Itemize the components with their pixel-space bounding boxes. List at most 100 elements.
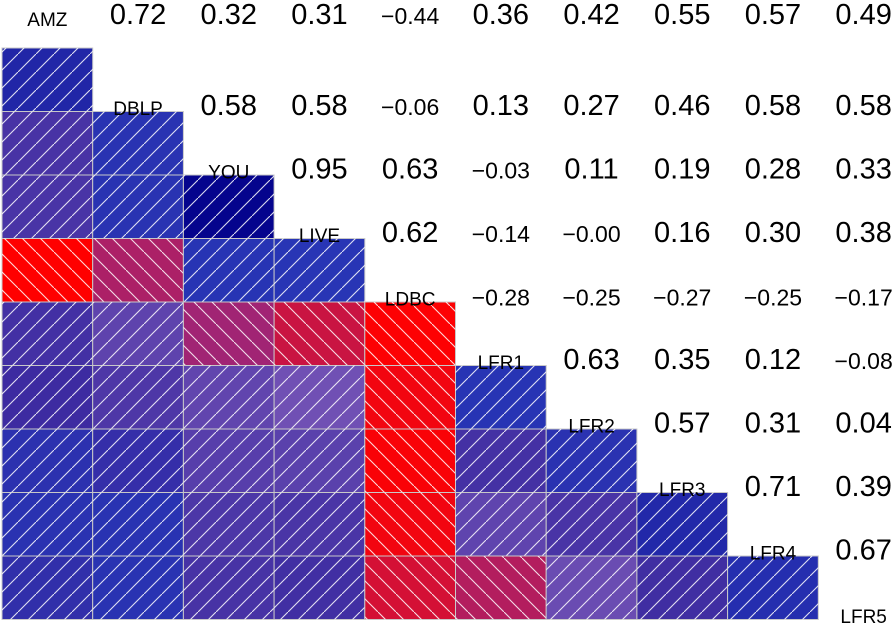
- value-label-AMZ-YOU: 0.32: [201, 0, 257, 31]
- heatmap-cell-hatch: [364, 556, 456, 620]
- value-label-LDBC-LFR3: −0.27: [653, 284, 711, 310]
- heatmap-cell-LFR3-YOU: [182, 428, 275, 493]
- heatmap-cell-LFR1-LDBC: [364, 301, 456, 366]
- heatmap-cell-LDBC-AMZ: [1, 238, 94, 303]
- value-label-YOU-LFR2: 0.11: [564, 153, 618, 185]
- heatmap-cell-hatch: [274, 492, 365, 556]
- heatmap-cell-LFR5-AMZ: [1, 555, 94, 620]
- heatmap-cell-LFR5-LFR3: [636, 555, 729, 620]
- variable-label-DBLP: DBLP: [113, 99, 163, 120]
- heatmap-cell-LFR3-AMZ: [1, 428, 94, 493]
- heatmap-cell-LFR3-LIVE: [273, 428, 366, 493]
- heatmap-cell-hatch: [92, 302, 184, 366]
- value-label-AMZ-LFR5: 0.49: [835, 0, 891, 31]
- heatmap-cell-hatch: [2, 175, 93, 239]
- variable-label-AMZ: AMZ: [27, 10, 68, 31]
- value-label-AMZ-LFR4: 0.57: [745, 0, 801, 31]
- heatmap-cell-LFR3-LFR2: [545, 428, 638, 493]
- heatmap-cell-hatch: [364, 492, 456, 556]
- value-label-DBLP-LFR3: 0.46: [654, 90, 710, 122]
- heatmap-tiles: [1, 47, 819, 620]
- heatmap-cell-LFR5-LDBC: [364, 555, 456, 620]
- heatmap-cell-LFR1-DBLP: [92, 301, 184, 366]
- heatmap-cell-LFR2-LFR1: [455, 365, 547, 430]
- heatmap-cell-hatch: [274, 302, 365, 366]
- heatmap-cell-hatch: [2, 238, 93, 302]
- value-label-YOU-LIVE: 0.95: [291, 153, 347, 185]
- value-label-LIVE-LFR1: −0.14: [472, 221, 530, 247]
- heatmap-cell-hatch: [2, 365, 93, 429]
- value-label-DBLP-LFR1: 0.13: [473, 90, 529, 122]
- heatmap-cell-LIVE-DBLP: [92, 174, 184, 239]
- heatmap-labels: AMZ 0.72 0.32 0.31 −0.44 0.36 0.42 0.55 0.57 0.49…: [27, 0, 892, 628]
- heatmap-cell-hatch: [183, 365, 275, 429]
- value-label-AMZ-DBLP: 0.72: [110, 0, 166, 31]
- heatmap-cell-LFR4-AMZ: [1, 492, 94, 557]
- heatmap-cell-LFR5-LFR1: [455, 555, 547, 620]
- variable-label-LFR5: LFR5: [840, 607, 886, 628]
- heatmap-cell-hatch: [2, 48, 93, 112]
- heatmap-cell-hatch: [2, 492, 93, 556]
- heatmap-cell-LDBC-YOU: [182, 238, 275, 303]
- variable-label-LFR3: LFR3: [659, 480, 705, 501]
- heatmap-cell-hatch: [92, 492, 184, 556]
- heatmap-cell-hatch: [364, 429, 456, 493]
- heatmap-cell-LFR5-LFR2: [545, 555, 638, 620]
- value-label-LIVE-LFR2: −0.00: [562, 221, 620, 247]
- value-label-YOU-LFR3: 0.19: [654, 153, 710, 185]
- heatmap-cell-LFR4-LFR3: [636, 492, 729, 557]
- heatmap-cell-hatch: [2, 556, 93, 620]
- heatmap-cell-LFR5-DBLP: [92, 555, 184, 620]
- heatmap-cell-LFR2-LDBC: [364, 365, 456, 430]
- variable-label-LFR4: LFR4: [750, 543, 797, 564]
- heatmap-cell-hatch: [92, 175, 184, 239]
- value-label-LIVE-LFR3: 0.16: [654, 217, 710, 249]
- heatmap-cell-hatch: [183, 175, 275, 239]
- heatmap-cell-hatch: [274, 238, 365, 302]
- heatmap-cell-hatch: [2, 111, 93, 175]
- value-label-DBLP-LIVE: 0.58: [291, 90, 347, 122]
- heatmap-cell-hatch: [636, 556, 728, 620]
- heatmap-cell-hatch: [274, 429, 365, 493]
- value-label-LFR1-LFR2: 0.63: [563, 344, 619, 376]
- heatmap-cell-hatch: [455, 429, 547, 493]
- heatmap-cell-hatch: [455, 365, 547, 429]
- heatmap-cell-LFR3-DBLP: [92, 428, 184, 493]
- heatmap-cell-hatch: [455, 492, 547, 556]
- value-label-LFR4-LFR5: 0.67: [835, 534, 891, 566]
- value-label-LFR2-LFR4: 0.31: [745, 407, 801, 439]
- heatmap-cell-hatch: [2, 302, 93, 366]
- variable-label-YOU: YOU: [208, 162, 249, 183]
- heatmap-cell-LFR4-LDBC: [364, 492, 456, 557]
- heatmap-cell-hatch: [183, 556, 275, 620]
- heatmap-cell-LFR2-YOU: [182, 365, 275, 430]
- heatmap-cell-hatch: [92, 556, 184, 620]
- value-label-AMZ-LIVE: 0.31: [291, 0, 347, 31]
- value-label-AMZ-LFR1: 0.36: [473, 0, 529, 31]
- value-label-DBLP-LDBC: −0.06: [381, 94, 439, 120]
- value-label-LFR1-LFR4: 0.12: [745, 344, 801, 376]
- value-label-LIVE-LDBC: 0.62: [382, 217, 438, 249]
- value-label-DBLP-LFR2: 0.27: [563, 90, 619, 122]
- value-label-DBLP-LFR4: 0.58: [745, 90, 801, 122]
- heatmap-cell-hatch: [92, 238, 184, 302]
- heatmap-cell-hatch: [92, 365, 184, 429]
- heatmap-cell-hatch: [636, 492, 728, 556]
- heatmap-cell-hatch: [546, 492, 637, 556]
- variable-label-LFR2: LFR2: [568, 416, 614, 437]
- heatmap-cell-hatch: [183, 429, 275, 493]
- value-label-LFR1-LFR3: 0.35: [654, 344, 710, 376]
- heatmap-cell-YOU-DBLP: [92, 111, 184, 176]
- value-label-AMZ-LDBC: −0.44: [381, 3, 439, 29]
- heatmap-cell-LFR3-LFR1: [455, 428, 547, 493]
- value-label-DBLP-LFR5: 0.58: [835, 90, 891, 122]
- heatmap-cell-LIVE-YOU: [182, 174, 275, 239]
- value-label-LFR3-LFR4: 0.71: [745, 471, 801, 503]
- value-label-LFR2-LFR5: 0.04: [835, 407, 891, 439]
- heatmap-cell-LFR3-LDBC: [364, 428, 456, 493]
- value-label-YOU-LDBC: 0.63: [382, 153, 438, 185]
- value-label-AMZ-LFR3: 0.55: [654, 0, 710, 31]
- heatmap-cell-LFR1-LIVE: [273, 301, 366, 366]
- heatmap-cell-LIVE-AMZ: [1, 174, 94, 239]
- heatmap-cell-hatch: [2, 429, 93, 493]
